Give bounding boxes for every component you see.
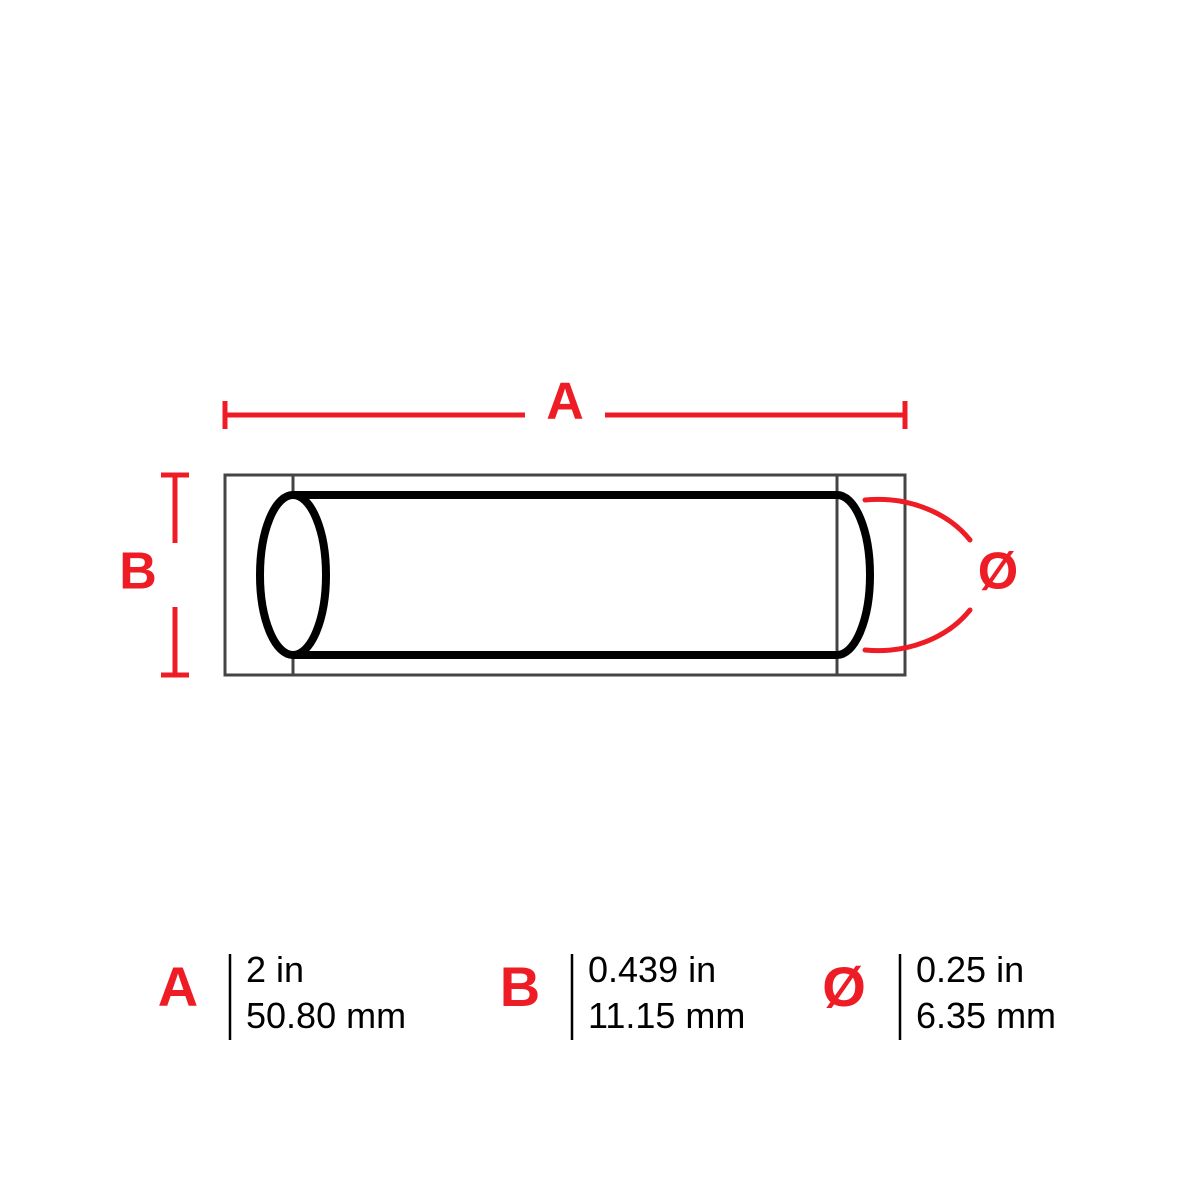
legend-metric-1: 11.15 mm (588, 995, 745, 1036)
dim-a-label: A (546, 373, 584, 431)
legend-imperial-1: 0.439 in (588, 949, 716, 990)
legend-imperial-2: 0.25 in (916, 949, 1024, 990)
legend-metric-2: 6.35 mm (916, 995, 1056, 1036)
dim-dia-label: Ø (978, 543, 1018, 601)
legend-metric-0: 50.80 mm (246, 995, 406, 1036)
cylinder-left-ellipse (260, 495, 326, 655)
legend-letter-0: A (158, 955, 198, 1018)
legend-letter-1: B (500, 955, 540, 1018)
dimension-diagram: A B Ø A 2 in 50.80 mm B 0.439 in 11.15 mm Ø 0.25 i… (0, 0, 1200, 1200)
legend-imperial-0: 2 in (246, 949, 304, 990)
dim-b-label: B (119, 543, 157, 601)
legend-letter-2: Ø (822, 955, 866, 1018)
